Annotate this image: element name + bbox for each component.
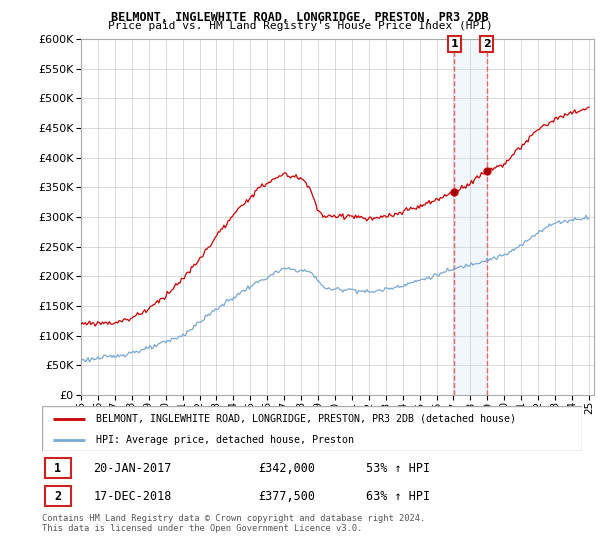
Text: 53% ↑ HPI: 53% ↑ HPI (366, 461, 430, 475)
Text: 1: 1 (54, 461, 61, 475)
Bar (45, 486, 71, 506)
Text: 17-DEC-2018: 17-DEC-2018 (94, 489, 172, 503)
Text: Price paid vs. HM Land Registry's House Price Index (HPI): Price paid vs. HM Land Registry's House … (107, 21, 493, 31)
Bar (45, 458, 71, 478)
Text: HPI: Average price, detached house, Preston: HPI: Average price, detached house, Pres… (96, 435, 354, 445)
Text: 63% ↑ HPI: 63% ↑ HPI (366, 489, 430, 503)
Text: 1: 1 (451, 39, 458, 49)
Text: 20-JAN-2017: 20-JAN-2017 (94, 461, 172, 475)
Text: 2: 2 (483, 39, 491, 49)
Text: BELMONT, INGLEWHITE ROAD, LONGRIDGE, PRESTON, PR3 2DB: BELMONT, INGLEWHITE ROAD, LONGRIDGE, PRE… (111, 11, 489, 24)
Text: BELMONT, INGLEWHITE ROAD, LONGRIDGE, PRESTON, PR3 2DB (detached house): BELMONT, INGLEWHITE ROAD, LONGRIDGE, PRE… (96, 413, 516, 423)
Text: Contains HM Land Registry data © Crown copyright and database right 2024.
This d: Contains HM Land Registry data © Crown c… (42, 514, 425, 534)
Bar (454, 39, 487, 395)
Text: 2: 2 (54, 489, 61, 503)
Text: £342,000: £342,000 (258, 461, 315, 475)
Text: £377,500: £377,500 (258, 489, 315, 503)
